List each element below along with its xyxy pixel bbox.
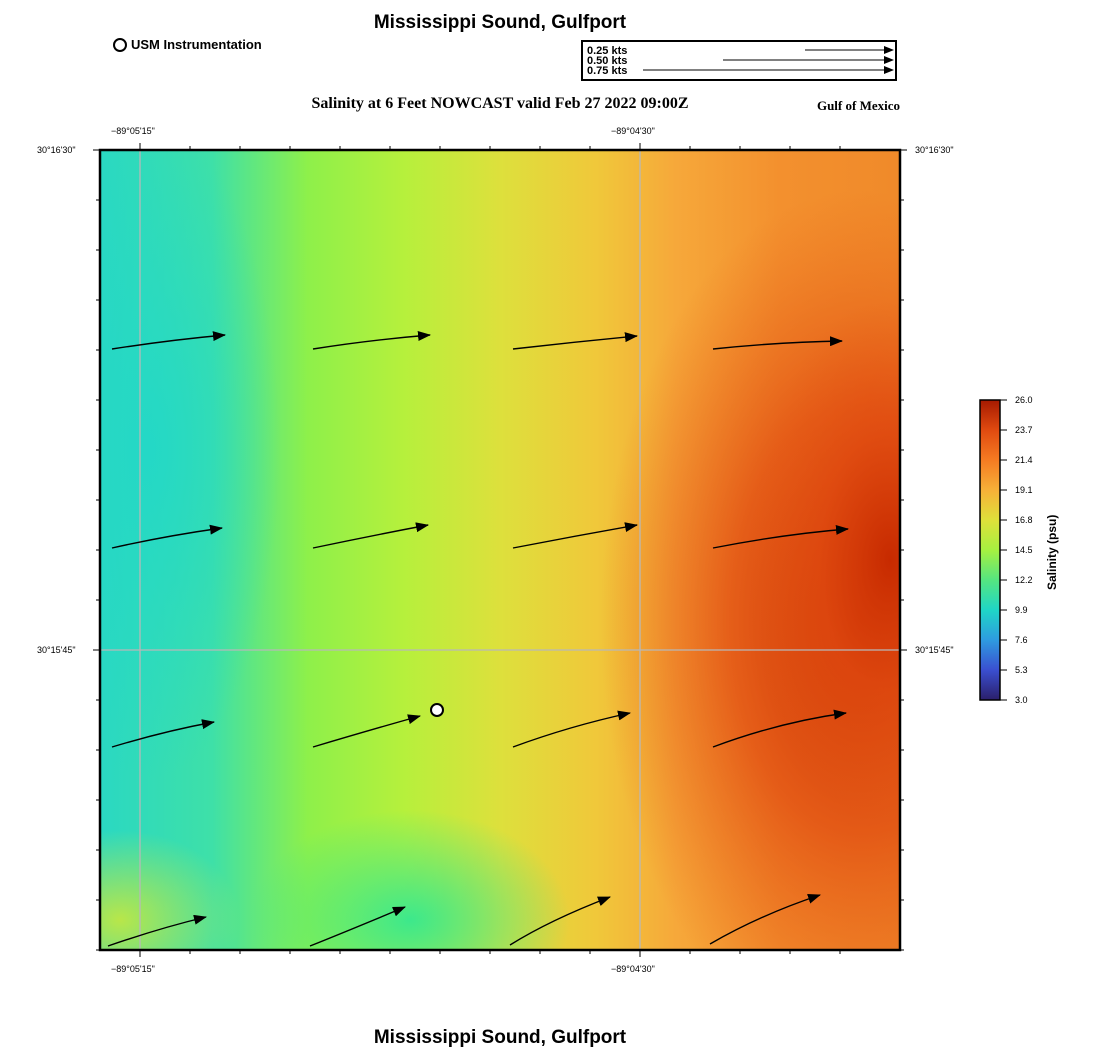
- current-vector-arrow-icon: [312, 331, 431, 350]
- station-legend: USM Instrumentation: [113, 37, 262, 52]
- colorbar-label-2: 21.4: [1015, 455, 1033, 465]
- lon-label-bottom-2: −89°04'30": [611, 964, 655, 974]
- current-vectors: [107, 331, 849, 947]
- salinity-field: [100, 150, 900, 950]
- colorbar-label-6: 12.2: [1015, 575, 1033, 585]
- current-vector-arrow-icon: [107, 914, 207, 947]
- current-scale-legend: 0.25 kts 0.50 kts 0.75 kts: [581, 40, 897, 81]
- lon-label-bottom-1: −89°05'15": [111, 964, 155, 974]
- map-footer-title: Mississippi Sound, Gulfport: [373, 1027, 627, 1048]
- lat-label-right-1: 30°16'30": [915, 145, 954, 155]
- colorbar-label-0: 26.0: [1015, 395, 1033, 405]
- current-vector-arrow-icon: [312, 522, 429, 549]
- lat-label-right-2: 30°15'45": [915, 645, 954, 655]
- current-vector-arrow-icon: [309, 906, 406, 947]
- scale-label-075: 0.75 kts: [587, 65, 628, 77]
- usm-station-marker[interactable]: [430, 703, 444, 717]
- current-vector-arrow-icon: [509, 896, 611, 946]
- station-marker-icon: [113, 37, 127, 52]
- region-label: Gulf of Mexico: [816, 98, 900, 113]
- scale-arrows: [643, 46, 894, 74]
- current-vector-arrow-icon: [712, 709, 847, 748]
- current-vector-arrow-icon: [111, 719, 215, 748]
- scale-label-025: 0.25 kts: [587, 45, 628, 57]
- lat-label-left-2: 30°15'45": [37, 645, 76, 655]
- map-frame: [98, 148, 902, 952]
- current-vector-arrow-icon: [712, 336, 843, 350]
- colorbar-label-5: 14.5: [1015, 545, 1033, 555]
- lon-label-top-1: −89°05'15": [111, 126, 155, 136]
- colorbar-ticks: [1000, 399, 1007, 701]
- colorbar-label-7: 9.9: [1015, 605, 1028, 615]
- frame-ticks: [93, 143, 907, 957]
- colorbar-label-4: 16.8: [1015, 515, 1033, 525]
- scale-label-050: 0.50 kts: [587, 55, 628, 67]
- map-title: Mississippi Sound, Gulfport: [373, 12, 627, 33]
- lon-label-top-2: −89°04'30": [611, 126, 655, 136]
- current-vector-arrow-icon: [111, 331, 226, 350]
- current-vector-arrow-icon: [512, 710, 631, 748]
- colorbar-label-1: 23.7: [1015, 425, 1033, 435]
- current-vector-arrow-icon: [312, 714, 421, 748]
- current-vector-arrow-icon: [512, 332, 638, 350]
- station-legend-label: USM Instrumentation: [131, 37, 262, 52]
- colorbar-title: Salinity (psu): [1045, 514, 1059, 590]
- current-vector-arrow-icon: [111, 524, 223, 549]
- current-vector-arrow-icon: [712, 524, 849, 549]
- map-subtitle: Salinity at 6 Feet NOWCAST valid Feb 27 …: [311, 95, 689, 112]
- graticule: [100, 150, 900, 950]
- colorbar-label-8: 7.6: [1015, 635, 1028, 645]
- colorbar-label-10: 3.0: [1015, 695, 1028, 705]
- current-vector-arrow-icon: [512, 522, 638, 549]
- colorbar: [979, 399, 1001, 701]
- current-vector-arrow-icon: [709, 894, 821, 945]
- colorbar-label-9: 5.3: [1015, 665, 1028, 675]
- colorbar-label-3: 19.1: [1015, 485, 1033, 495]
- lat-label-left-1: 30°16'30": [37, 145, 76, 155]
